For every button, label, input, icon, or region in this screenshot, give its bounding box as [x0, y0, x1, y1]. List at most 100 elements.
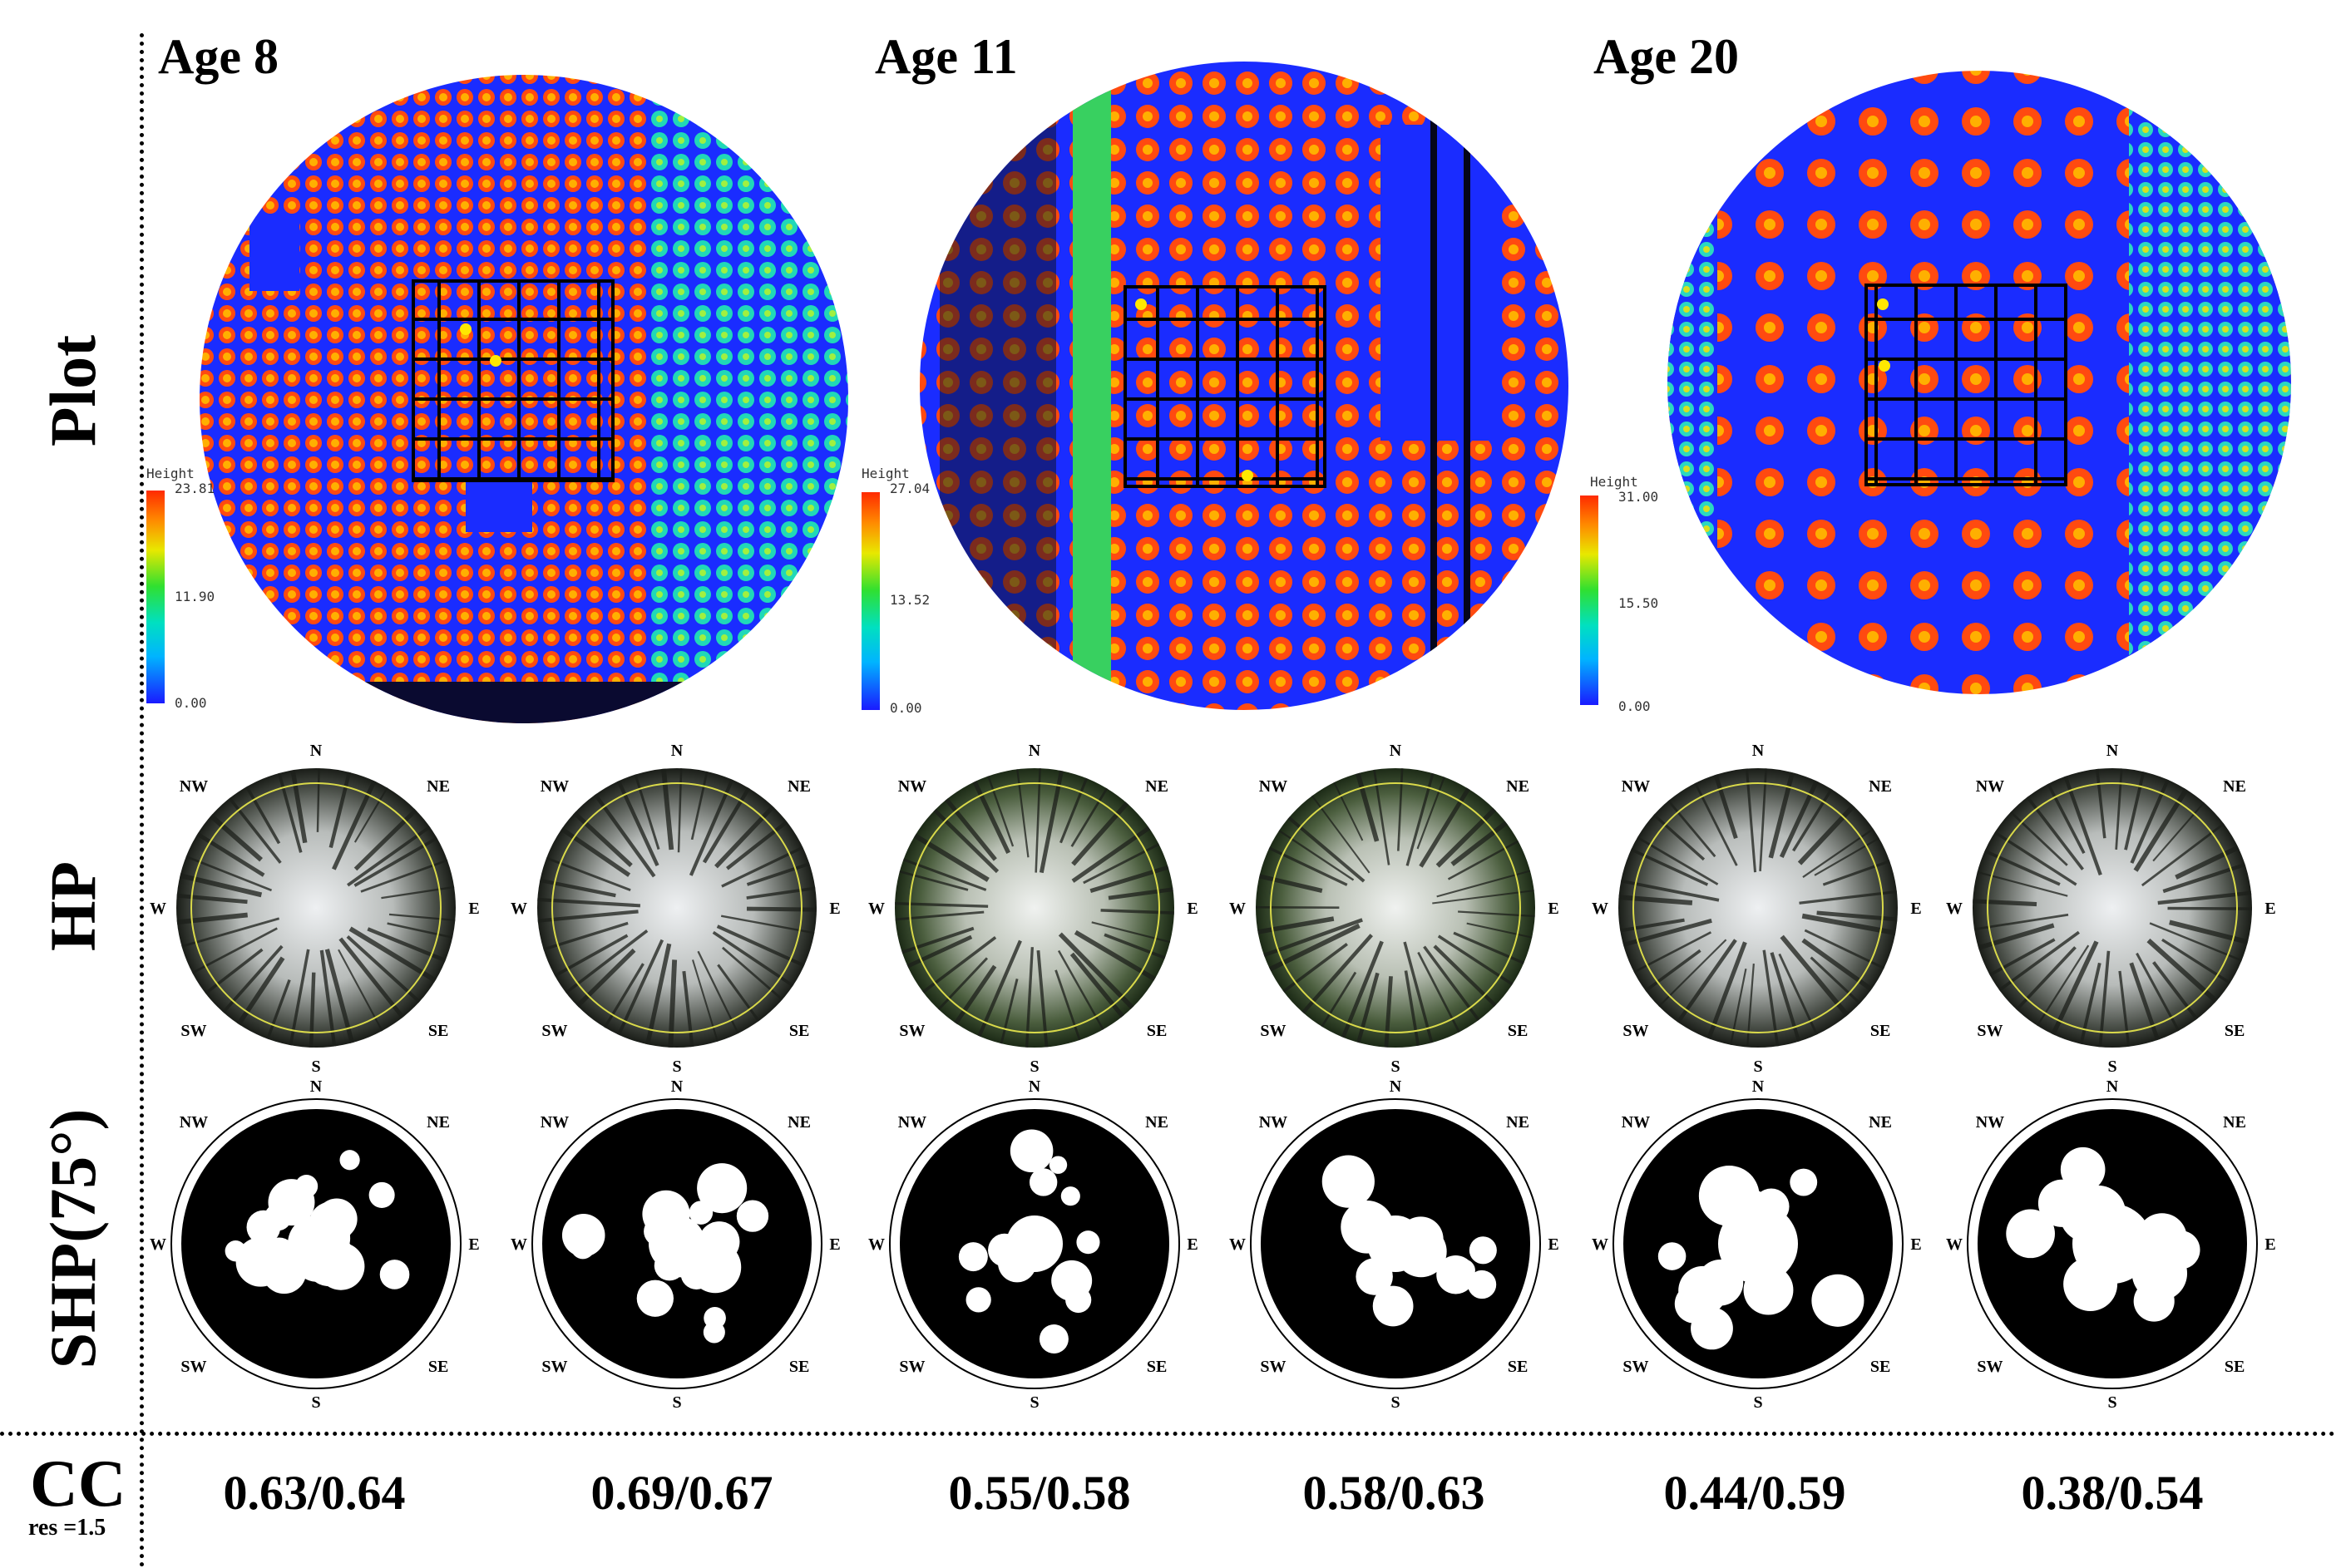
compass-label-e: E	[1548, 900, 1558, 918]
plot-map-age8	[200, 75, 848, 723]
colorbar-max: 31.00	[1618, 489, 1659, 505]
colorbar-title: Height	[1590, 474, 1638, 490]
compass-label-n: N	[310, 742, 323, 760]
colorbar-min: 0.00	[175, 695, 207, 711]
compass-label-n: N	[310, 1077, 323, 1096]
cc-value-2: 0.69/0.67	[590, 1466, 773, 1520]
compass-label-nw: NW	[898, 1113, 926, 1132]
shp-image-1: N NE E SE S SW W NW	[150, 1077, 480, 1412]
compass-label-ne: NE	[427, 777, 450, 796]
shp-image-3: N NE E SE S SW W NW	[868, 1077, 1198, 1412]
shp-image-4: N NE E SE S SW W NW	[1229, 1077, 1559, 1412]
compass-label-nw: NW	[1976, 1113, 2004, 1132]
cc-value-5: 0.44/0.59	[1663, 1466, 1846, 1520]
compass-label-w: W	[868, 1235, 885, 1254]
compass-label-sw: SW	[1622, 1022, 1648, 1040]
compass-label-n: N	[671, 742, 684, 760]
colorbar-mid: 15.50	[1618, 595, 1659, 611]
compass-label-e: E	[2264, 1235, 2275, 1254]
compass-label-s: S	[311, 1393, 320, 1412]
compass-label-nw: NW	[541, 777, 569, 796]
colorbar-gradient	[1580, 496, 1598, 705]
compass-label-n: N	[1390, 742, 1402, 760]
compass-label-se: SE	[1508, 1022, 1528, 1040]
compass-label-ne: NE	[1869, 1113, 1892, 1132]
compass-label-s: S	[1753, 1393, 1762, 1412]
cc-value-3: 0.55/0.58	[948, 1466, 1131, 1520]
compass-label-s: S	[672, 1058, 681, 1076]
compass-label-se: SE	[428, 1022, 448, 1040]
compass-label-sw: SW	[899, 1022, 925, 1040]
compass-label-s: S	[1390, 1058, 1400, 1076]
age-label-11: Age 11	[875, 29, 1018, 84]
compass-label-w: W	[1229, 1235, 1246, 1254]
hp-photo-1: N NE E SE S SW W NW	[150, 742, 480, 1076]
compass-label-se: SE	[789, 1022, 809, 1040]
compass-label-w: W	[511, 1235, 527, 1254]
compass-label-n: N	[2106, 1077, 2119, 1096]
compass-label-e: E	[829, 900, 840, 918]
row-label-plot: Plot	[37, 334, 109, 447]
hp-photo-3: N NE E SE S SW W NW	[868, 742, 1198, 1076]
compass-label-s: S	[1390, 1393, 1400, 1412]
compass-label-se: SE	[428, 1358, 448, 1376]
compass-label-nw: NW	[1976, 777, 2004, 796]
shp-image-2: N NE E SE S SW W NW	[511, 1077, 841, 1412]
hp-photo-4: N NE E SE S SW W NW	[1229, 742, 1559, 1076]
compass-label-w: W	[1229, 900, 1246, 918]
plot-map-age20	[1667, 71, 2291, 694]
compass-label-n: N	[1029, 742, 1041, 760]
compass-label-ne: NE	[2223, 777, 2246, 796]
compass-label-w: W	[511, 900, 527, 918]
compass-label-ne: NE	[1145, 1113, 1168, 1132]
compass-label-se: SE	[2225, 1358, 2245, 1376]
cc-sublabel: res =1.5	[28, 1515, 106, 1541]
compass-label-s: S	[2107, 1393, 2116, 1412]
compass-label-ne: NE	[1506, 1113, 1529, 1132]
compass-label-n: N	[671, 1077, 684, 1096]
cc-value-4: 0.58/0.63	[1302, 1466, 1485, 1520]
compass-label-e: E	[1187, 900, 1198, 918]
age-label-20: Age 20	[1593, 29, 1739, 84]
cc-value-1: 0.63/0.64	[223, 1466, 406, 1520]
compass-label-s: S	[1030, 1393, 1039, 1412]
compass-label-w: W	[1592, 900, 1608, 918]
compass-label-ne: NE	[1145, 777, 1168, 796]
colorbar-mid: 11.90	[175, 589, 215, 604]
colorbar-mid: 13.52	[890, 592, 931, 608]
colorbar-title: Height	[862, 466, 910, 481]
age-label-8: Age 8	[158, 29, 279, 84]
compass-label-ne: NE	[1869, 777, 1892, 796]
compass-label-nw: NW	[898, 777, 926, 796]
compass-label-se: SE	[1147, 1022, 1167, 1040]
compass-label-se: SE	[1147, 1358, 1167, 1376]
compass-label-s: S	[672, 1393, 681, 1412]
compass-label-w: W	[1946, 900, 1963, 918]
compass-label-e: E	[468, 1235, 479, 1254]
compass-label-sw: SW	[1977, 1358, 2003, 1376]
hp-photo-5: N NE E SE S SW W NW	[1592, 742, 1922, 1076]
compass-label-w: W	[150, 900, 166, 918]
compass-label-n: N	[1390, 1077, 1402, 1096]
hp-photo-6: N NE E SE S SW W NW	[1946, 742, 2276, 1076]
compass-label-se: SE	[789, 1358, 809, 1376]
compass-label-ne: NE	[788, 777, 811, 796]
hp-photo-2: N NE E SE S SW W NW	[511, 742, 841, 1076]
compass-label-s: S	[2107, 1058, 2116, 1076]
compass-label-s: S	[1030, 1058, 1039, 1076]
compass-label-sw: SW	[541, 1022, 567, 1040]
colorbar-min: 0.00	[1618, 698, 1651, 714]
compass-label-se: SE	[2225, 1022, 2245, 1040]
compass-label-n: N	[1029, 1077, 1041, 1096]
compass-label-se: SE	[1870, 1358, 1890, 1376]
row-label-shp: SHP(75°)	[37, 1108, 109, 1369]
compass-label-ne: NE	[788, 1113, 811, 1132]
compass-label-se: SE	[1508, 1358, 1528, 1376]
row-label-hp: HP	[37, 860, 109, 952]
compass-label-sw: SW	[899, 1358, 925, 1376]
compass-label-e: E	[1187, 1235, 1198, 1254]
compass-label-nw: NW	[1622, 1113, 1650, 1132]
compass-label-nw: NW	[541, 1113, 569, 1132]
